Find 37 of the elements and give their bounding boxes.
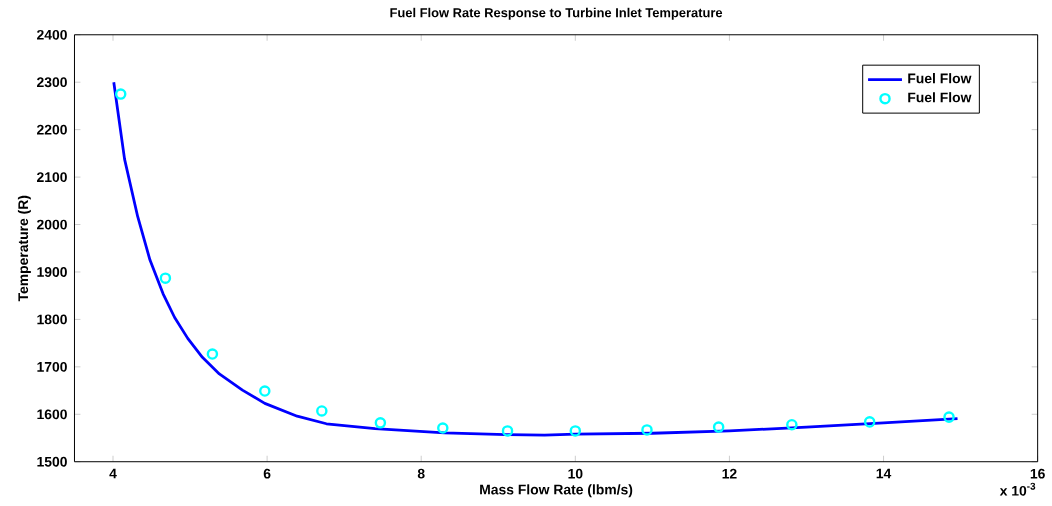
point (114, 88, 127, 100)
y-tick-label: 1600 (37, 409, 67, 419)
y-tick-label: 1800 (37, 314, 67, 325)
point (437, 422, 449, 434)
y-axis-title: Temperature (R) (17, 195, 31, 302)
point (159, 272, 172, 284)
text: x 10$^{-3}$ (999, 482, 1036, 496)
x-tick-label: 8 (417, 468, 425, 479)
point (569, 424, 582, 437)
y-tick-label: 2000 (37, 219, 67, 230)
point (863, 415, 876, 428)
legend-label: Fuel Flow (908, 72, 972, 84)
x-tick-label: 12 (722, 468, 737, 479)
y-tick-label: 2300 (37, 77, 67, 87)
y-tick-label: 2200 (37, 124, 67, 135)
y-tick-label: 2100 (37, 171, 67, 182)
point (641, 423, 653, 436)
y-tick-label: 1700 (37, 361, 67, 372)
point (501, 424, 514, 437)
x-tick-label: 14 (876, 468, 892, 479)
point (259, 385, 271, 397)
x-tick-label: 10 (568, 468, 583, 479)
y-tick-label: 2400 (37, 29, 67, 40)
point (786, 418, 798, 431)
point (206, 348, 219, 360)
x-tick-label: 16 (1030, 468, 1045, 479)
y-tick-label: 1900 (37, 266, 67, 277)
point (712, 421, 725, 433)
chart-title: Fuel Flow Rate Response to Turbine Inlet Temperature (390, 7, 723, 20)
point (316, 405, 328, 417)
point (374, 416, 387, 429)
y-tick-label: 1500 (37, 456, 67, 467)
point (943, 411, 955, 423)
x-tick-label: 4 (109, 468, 117, 479)
x-axis-title: Mass Flow Rate (lbm/s) (480, 484, 633, 498)
legend-label: Fuel Flow (908, 91, 972, 103)
x-tick-label: 6 (263, 468, 271, 479)
